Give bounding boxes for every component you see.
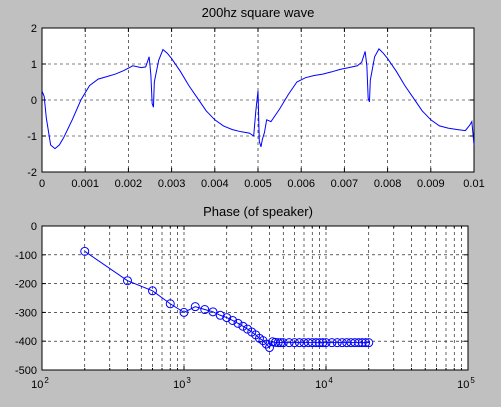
y-tick-label: -1 [27, 131, 37, 143]
x-tick-label: 102 [31, 376, 49, 391]
data-point [364, 338, 374, 348]
x-tick-label: 0.004 [201, 178, 229, 190]
y-tick-label: -200 [15, 279, 37, 291]
data-point [350, 338, 360, 348]
data-point [200, 305, 210, 315]
data-point [215, 310, 225, 320]
x-tick-label: 103 [173, 376, 191, 391]
data-point [284, 338, 294, 348]
x-tick-label: 0.002 [115, 178, 143, 190]
x-tick-label: 0 [39, 178, 45, 190]
data-point [147, 286, 157, 296]
y-tick-label: -2 [27, 167, 37, 179]
data-point [354, 338, 364, 348]
data-point [357, 338, 367, 348]
data-point [238, 321, 248, 331]
x-tick-label: 104 [315, 376, 333, 391]
y-tick-label: -400 [15, 336, 37, 348]
data-point [337, 338, 347, 348]
data-point [321, 338, 331, 348]
data-point [264, 343, 274, 353]
y-tick-label: 1 [31, 59, 37, 71]
x-tick-exponent: 5 [470, 376, 475, 385]
data-point [208, 307, 218, 317]
y-tick-label: -300 [15, 307, 37, 319]
data-point [258, 336, 268, 346]
data-point [315, 338, 325, 348]
x-tick-label: 0.003 [158, 178, 186, 190]
y-tick-label: 0 [31, 221, 37, 233]
axes-background [42, 226, 468, 370]
series-line [84, 250, 369, 349]
data-point [289, 338, 299, 348]
phase-plot-area: -500 -400 -300 -200 -100 0 102 103 104 105 [15, 221, 475, 391]
y-tick-label: -500 [15, 365, 37, 377]
x-tick-label: 105 [457, 376, 475, 391]
data-point [361, 338, 371, 348]
data-point [80, 246, 90, 256]
data-point [165, 299, 175, 309]
data-point [122, 276, 132, 286]
waveform-plot-area: -2 -1 0 1 2 0 0.001 0.002 0.003 0.004 0.005 0.006 0.… [27, 23, 484, 190]
data-point [278, 338, 288, 348]
x-tick-exponent: 3 [186, 376, 191, 385]
x-tick-exponent: 4 [328, 376, 333, 385]
x-tick-label: 0.01 [463, 178, 484, 190]
series-line [41, 48, 475, 150]
data-point [179, 307, 189, 317]
data-point [222, 313, 232, 323]
y-tick-label: 0 [31, 95, 37, 107]
x-tick-label: 0.009 [417, 178, 445, 190]
x-tick-label: 0.005 [244, 178, 272, 190]
y-tick-label: 2 [31, 23, 37, 35]
data-point [228, 315, 238, 325]
y-tick-label: -100 [15, 250, 37, 262]
x-tick-label: 0.007 [331, 178, 359, 190]
phase-chart-title: Phase (of speaker) [203, 204, 313, 219]
data-point [311, 338, 321, 348]
data-point [294, 338, 304, 348]
data-point [332, 338, 342, 348]
x-tick-label: 0.001 [71, 178, 99, 190]
data-point [233, 318, 243, 328]
data-point [318, 338, 328, 348]
data-point [307, 338, 317, 348]
data-point [190, 302, 200, 312]
data-point [273, 338, 283, 348]
x-tick-label: 0.006 [287, 178, 315, 190]
x-tick-label: 0.008 [374, 178, 402, 190]
data-point [327, 338, 337, 348]
waveform-chart-title: 200hz square wave [202, 5, 315, 20]
axes-frame [41, 225, 469, 371]
x-tick-exponent: 2 [44, 376, 49, 385]
